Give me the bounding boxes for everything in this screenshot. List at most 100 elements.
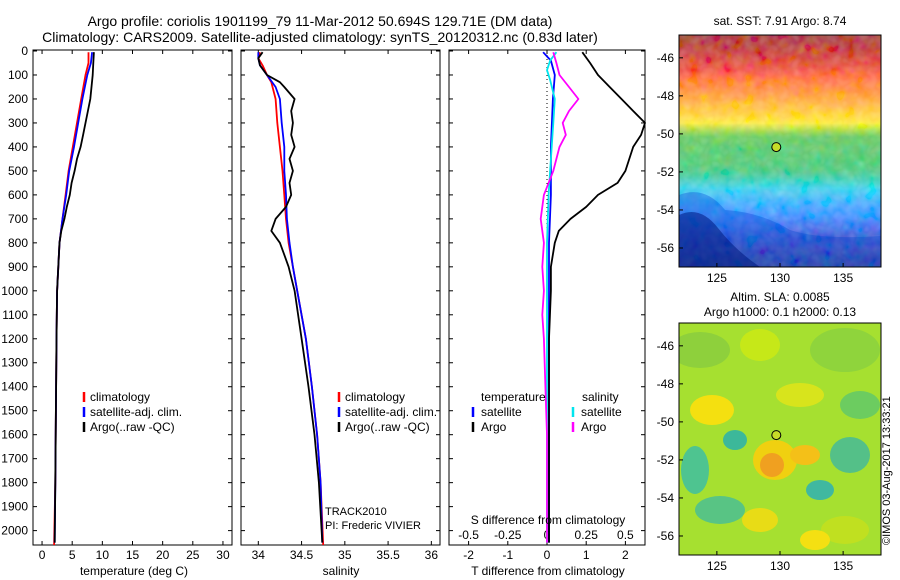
x-tick-label: 25: [186, 548, 200, 562]
y-tick-label: 0: [21, 44, 28, 58]
sst-map-title: sat. SST: 7.91 Argo: 8.74: [714, 14, 847, 28]
x-tick-label: 34.5: [290, 548, 314, 562]
y-tick-label: 800: [8, 236, 28, 250]
y-tick-label: 600: [8, 188, 28, 202]
legend-t-satellite-label: satellite: [481, 405, 522, 419]
track-label: TRACK2010: [325, 506, 387, 518]
legend-climatology-label: climatology: [90, 390, 150, 404]
salinity-legend: climatology satellite-adj. clim. Argo(..…: [337, 390, 437, 434]
legend-title-temperature: temperature: [481, 390, 546, 404]
sla-map-title: Altim. SLA: 0.0085: [730, 290, 830, 304]
y-tick-label: 1700: [1, 452, 28, 466]
map-y-tick-label: -50: [657, 415, 675, 429]
map-x-tick-label: 125: [707, 559, 727, 573]
y-tick-label: 100: [8, 68, 28, 82]
sla-field: [679, 323, 881, 555]
y-tick-label: 1100: [2, 308, 28, 322]
y-tick-label: 500: [8, 164, 28, 178]
x-tick-label: 34: [252, 548, 266, 562]
y-tick-label: 1800: [1, 476, 28, 490]
argo-location-marker: [771, 430, 782, 441]
map-x-tick-label: 130: [770, 271, 790, 285]
map-y-tick-label: -56: [657, 241, 675, 255]
sla-map-subtitle: Argo h1000: 0.1 h2000: 0.13: [704, 305, 856, 319]
series-line-salinity-argo: [539, 51, 580, 543]
series-line-argo-raw-qc-: [257, 51, 324, 543]
temperature-xlabel: temperature (deg C): [80, 564, 188, 578]
sst-dark-patch: [679, 211, 760, 267]
map-x-tick-label: 135: [833, 271, 853, 285]
header-title-line2: Climatology: CARS2009. Satellite-adjuste…: [42, 29, 598, 45]
x-top-tick-label: 0.5: [617, 528, 634, 542]
sla-map-panel: Altim. SLA: 0.0085 Argo h1000: 0.1 h2000…: [657, 290, 882, 573]
y-tick-label: 2000: [1, 524, 28, 538]
y-tick-label: 1400: [1, 380, 28, 394]
series-line-climatology: [53, 52, 90, 546]
temperature-legend: climatology satellite-adj. clim. Argo(..…: [82, 390, 182, 434]
legend-t-argo-label: Argo: [481, 420, 507, 434]
x-top-tick-label: -0.5: [458, 528, 479, 542]
difference-xlabel-top: S difference from climatology: [471, 513, 626, 527]
x-tick-label: 20: [156, 548, 170, 562]
map-y-tick-label: -54: [657, 491, 675, 505]
map-y-tick-label: -46: [657, 339, 675, 353]
x-tick-label: 15: [126, 548, 140, 562]
legend-satellite-label: satellite-adj. clim.: [345, 405, 437, 419]
map-x-tick-label: 125: [707, 271, 727, 285]
x-tick-label: -2: [463, 548, 474, 562]
map-y-tick-label: -50: [657, 127, 675, 141]
y-tick-label: 1200: [1, 332, 28, 346]
x-tick-label: 2: [622, 548, 629, 562]
series-line-argo-raw-qc-: [53, 52, 95, 543]
series-line-satellite-adj-clim-: [53, 52, 93, 543]
series-line-temperature-argo: [548, 51, 646, 543]
map-y-tick-label: -48: [657, 377, 675, 391]
x-tick-label: 1: [583, 548, 590, 562]
difference-legend: temperature salinity satellite Argo sate…: [471, 390, 622, 434]
x-top-tick-label: -0.25: [494, 528, 522, 542]
sst-map-panel: sat. SST: 7.91 Argo: 8.74 125 130 135 -46 -4…: [657, 14, 882, 285]
legend-argo-label: Argo(..raw -QC): [90, 420, 175, 434]
x-tick-label: 35: [338, 548, 352, 562]
x-tick-label: 0: [544, 548, 551, 562]
x-tick-label: 30: [216, 548, 230, 562]
map-x-tick-label: 130: [770, 559, 790, 573]
header-title-line1: Argo profile: coriolis 1901199_79 11-Mar…: [87, 13, 553, 29]
pi-label: PI: Frederic VIVIER: [325, 520, 421, 532]
y-tick-label: 1000: [1, 284, 28, 298]
legend-argo-label: Argo(..raw -QC): [345, 420, 430, 434]
y-tick-label: 900: [8, 260, 28, 274]
legend-climatology-label: climatology: [345, 390, 405, 404]
x-tick-label: 36: [425, 548, 439, 562]
salinity-xlabel: salinity: [323, 564, 360, 578]
y-tick-label: 200: [8, 92, 28, 106]
y-tick-label: 1600: [1, 428, 28, 442]
salinity-panel: 34 34.5 35 35.5 36 salinity climatology sate…: [240, 49, 441, 578]
legend-title-salinity: salinity: [582, 390, 619, 404]
map-y-tick-label: -52: [657, 453, 675, 467]
series-line-satellite-adj-clim-: [257, 52, 324, 543]
x-tick-label: -1: [502, 548, 513, 562]
y-tick-label: 1500: [1, 404, 28, 418]
map-y-tick-label: -54: [657, 203, 675, 217]
credit-label: ©IMOS 03-Aug-2017 13:33:21: [881, 396, 893, 545]
y-tick-label: 400: [8, 140, 28, 154]
map-x-tick-label: 135: [833, 559, 853, 573]
x-tick-label: 35.5: [376, 548, 400, 562]
y-tick-label: 300: [8, 116, 28, 130]
y-tick-label: 1900: [1, 500, 28, 514]
map-y-tick-label: -52: [657, 165, 675, 179]
series-line-salinity-satellite: [546, 51, 558, 543]
x-top-tick-label: 0.25: [575, 528, 599, 542]
series-line-climatology: [257, 51, 325, 546]
x-tick-label: 5: [69, 548, 76, 562]
legend-satellite-label: satellite-adj. clim.: [90, 405, 182, 419]
temperature-panel: 0100200300400500600700800900100011001200…: [1, 44, 233, 578]
y-tick-label: 1300: [1, 356, 28, 370]
x-tick-label: 10: [96, 548, 110, 562]
x-tick-label: 0: [39, 548, 46, 562]
map-y-tick-label: -56: [657, 529, 675, 543]
difference-xlabel: T difference from climatology: [471, 564, 625, 578]
